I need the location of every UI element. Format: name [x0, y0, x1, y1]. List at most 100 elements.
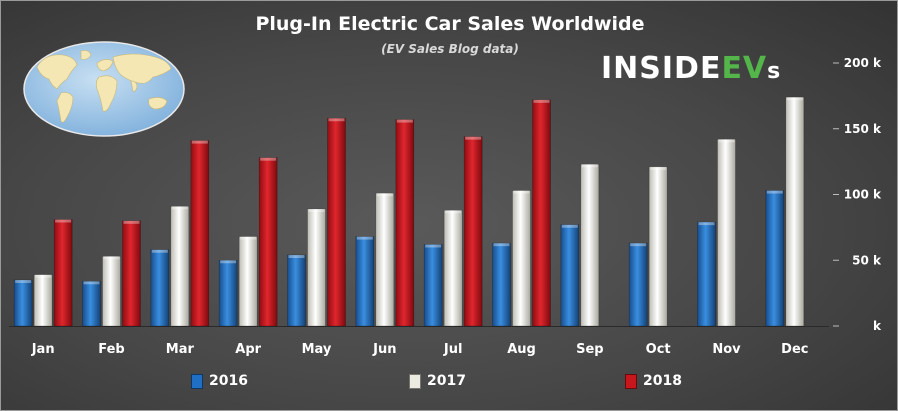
bar-top-highlight [465, 136, 482, 140]
x-tick-label-jan: Jan [31, 342, 55, 357]
bar-2016-may [287, 254, 306, 327]
bar-2018-apr [258, 157, 278, 327]
bar-top-highlight [698, 222, 715, 226]
bar-top-highlight [581, 164, 598, 168]
x-tick-label-nov: Nov [712, 342, 741, 357]
bar-top-highlight [561, 224, 578, 228]
y-tick-label: 100 k [844, 188, 882, 202]
legend-item-2016: 2016 [191, 373, 248, 389]
bar-top-highlight [513, 190, 530, 194]
bar-2017-mar [170, 206, 190, 327]
bar-top-highlight [445, 210, 462, 214]
legend-label-2017: 2017 [427, 373, 466, 389]
bar-2016-sep [560, 224, 580, 327]
bar-2018-feb [122, 220, 141, 327]
bar-top-highlight [328, 118, 345, 122]
bar-2016-mar [150, 249, 170, 327]
bar-top-highlight [786, 97, 803, 101]
bar-2017-jun [375, 192, 395, 327]
bar-2017-sep [580, 163, 600, 327]
bar-2017-aug [512, 190, 531, 327]
x-tick-label-jul: Jul [443, 342, 463, 357]
legend-item-2018: 2018 [625, 373, 682, 389]
bar-top-highlight [356, 236, 373, 240]
bar-top-highlight [493, 243, 510, 247]
bar-2018-jan [53, 219, 73, 327]
legend-swatch-2018 [625, 373, 637, 389]
bar-top-highlight [308, 208, 325, 212]
bar-top-highlight [766, 190, 783, 194]
bar-2016-oct [628, 242, 648, 327]
bar-2018-jul [463, 136, 483, 327]
bar-2016-jun [355, 236, 375, 327]
bar-top-highlight [151, 249, 168, 253]
bar-top-highlight [103, 256, 120, 260]
x-tick-label-apr: Apr [235, 342, 261, 357]
logo-text-ev: EV [721, 51, 768, 86]
bar-2018-may [327, 117, 346, 327]
x-tick-label-may: May [302, 342, 332, 357]
y-tick-label: 50 k [852, 253, 882, 267]
logo-text-s: s [767, 59, 782, 84]
x-tick-label-jun: Jun [372, 342, 396, 357]
x-tick-label-sep: Sep [576, 342, 604, 357]
bar-2018-jun [395, 119, 415, 327]
world-map-icon [23, 41, 185, 137]
x-tick-label-dec: Dec [781, 342, 808, 357]
bar-2017-apr [238, 236, 258, 327]
bar-top-highlight [533, 99, 550, 103]
legend-swatch-2017 [409, 373, 421, 389]
bar-2016-feb [82, 280, 101, 327]
insideevs-logo: INSIDEEVs [601, 51, 781, 86]
x-tick-label-feb: Feb [98, 342, 124, 357]
x-tick-label-oct: Oct [646, 342, 671, 357]
legend-item-2017: 2017 [409, 373, 466, 389]
bar-2016-jan [13, 279, 33, 327]
bar-top-highlight [83, 281, 100, 285]
bar-top-highlight [55, 219, 72, 223]
bar-top-highlight [425, 244, 442, 248]
bar-top-highlight [123, 220, 140, 224]
logo-text-inside: INSIDE [601, 51, 722, 86]
bar-top-highlight [376, 193, 393, 197]
bar-2017-nov [717, 138, 736, 327]
bar-2017-feb [102, 256, 121, 327]
chart-title: Plug-In Electric Car Sales Worldwide [255, 13, 645, 35]
bar-2016-apr [218, 259, 238, 327]
bar-top-highlight [288, 254, 305, 258]
bar-2017-jul [443, 209, 463, 327]
legend-swatch-2016 [191, 373, 203, 389]
bar-top-highlight [260, 157, 277, 161]
bar-2017-may [307, 208, 326, 327]
bar-2017-oct [648, 166, 668, 327]
bar-2017-dec [785, 96, 805, 327]
x-tick-label-mar: Mar [166, 342, 195, 357]
bar-2016-aug [492, 242, 511, 327]
bar-top-highlight [191, 140, 208, 144]
bar-top-highlight [220, 260, 237, 264]
y-tick-label: 150 k [844, 122, 882, 136]
bar-2018-aug [532, 99, 551, 327]
bar-2016-nov [697, 221, 716, 327]
legend-label-2018: 2018 [643, 373, 682, 389]
bar-top-highlight [396, 119, 413, 123]
chart-legend: 2016 2017 2018 [1, 373, 897, 393]
bar-2017-jan [33, 274, 53, 327]
bar-2016-dec [765, 190, 785, 327]
bar-2016-jul [423, 244, 443, 327]
x-tick-label-aug: Aug [507, 342, 536, 357]
bar-top-highlight [15, 279, 32, 283]
bar-top-highlight [718, 139, 735, 143]
bar-top-highlight [35, 274, 52, 278]
bar-top-highlight [650, 166, 667, 170]
chart-subtitle: (EV Sales Blog data) [381, 42, 519, 56]
y-tick-label: 200 k [844, 56, 882, 70]
bar-top-highlight [171, 206, 188, 210]
y-tick-label: k [873, 319, 882, 333]
bar-2018-mar [190, 140, 210, 327]
legend-label-2016: 2016 [209, 373, 248, 389]
bar-top-highlight [240, 236, 257, 240]
bar-top-highlight [630, 243, 647, 247]
